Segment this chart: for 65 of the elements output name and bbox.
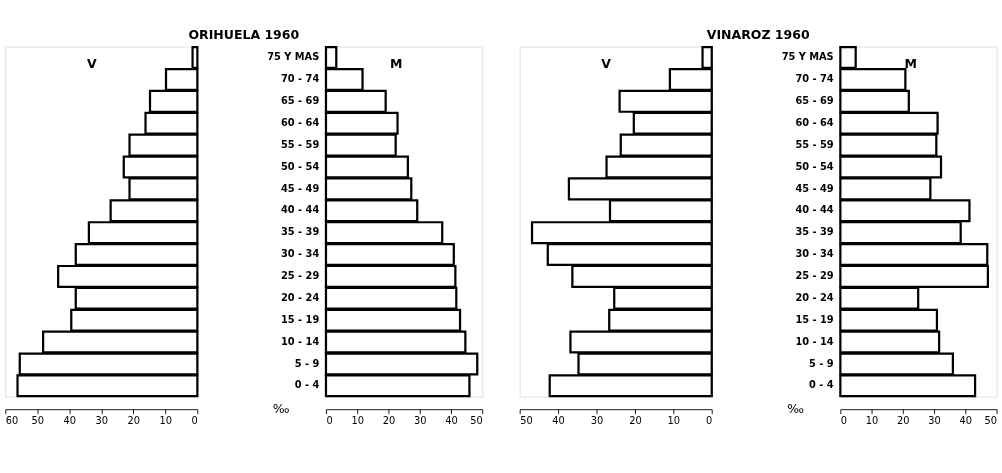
- y-tick-label: 10 - 14: [281, 335, 320, 347]
- y-tick-label: 50 - 54: [281, 160, 320, 172]
- y-tick-label: 0 - 4: [294, 379, 320, 391]
- y-tick-label: 75 Y MAS: [781, 51, 834, 63]
- y-tick-label: 35 - 39: [795, 226, 834, 238]
- x-tick-label: 30: [413, 414, 427, 426]
- text: V: [86, 56, 97, 72]
- y-tick-label: 25 - 29: [795, 270, 834, 282]
- x-tick-label: 50: [470, 414, 483, 426]
- y-tick-label: 25 - 29: [281, 270, 320, 282]
- x-tick-label: 40: [445, 414, 458, 426]
- x-tick-label: 40: [63, 414, 77, 426]
- x-tick-label: 30: [590, 414, 604, 426]
- y-tick-label: 65 - 69: [281, 95, 320, 107]
- text: V: [601, 56, 612, 72]
- text: M: [390, 56, 403, 72]
- x-tick-label: 0: [705, 414, 713, 426]
- x-tick-label: 50: [520, 414, 533, 426]
- y-tick-label: 0 - 4: [809, 379, 834, 391]
- y-tick-label: 15 - 19: [281, 313, 320, 325]
- x-tick-label: 50: [31, 414, 45, 426]
- y-tick-label: 10 - 14: [795, 335, 834, 347]
- x-tick-label: 10: [159, 414, 173, 426]
- y-tick-label: 5 - 9: [294, 357, 320, 369]
- x-tick-label: 20: [897, 414, 910, 426]
- x-tick-label: 20: [382, 414, 396, 426]
- y-tick-label: 20 - 24: [795, 291, 834, 303]
- x-tick-label: 40: [959, 414, 973, 426]
- x-tick-label: 0: [840, 414, 848, 426]
- y-tick-label: 75 Y MAS: [267, 51, 320, 63]
- x-tick-label: 30: [928, 414, 941, 426]
- y-tick-label: 20 - 24: [281, 291, 320, 303]
- y-tick-label: 60 - 64: [795, 116, 834, 128]
- y-tick-label: 30 - 34: [795, 248, 834, 260]
- y-tick-label: 70 - 74: [281, 73, 320, 85]
- x-tick-label: 30: [95, 414, 109, 426]
- x-tick-label: 10: [351, 414, 364, 426]
- text: ORIHUELA 1960: [188, 27, 300, 43]
- y-tick-label: 55 - 59: [281, 138, 320, 150]
- y-tick-label: 55 - 59: [795, 138, 834, 150]
- x-tick-label: 0: [191, 414, 198, 426]
- y-tick-label: 50 - 54: [795, 160, 834, 172]
- x-tick-label: 10: [865, 414, 879, 426]
- y-tick-label: 60 - 64: [281, 116, 320, 128]
- x-axis-title: ‰: [787, 401, 805, 417]
- y-tick-label: 5 - 9: [809, 357, 834, 369]
- x-tick-label: 20: [127, 414, 141, 426]
- y-tick-label: 45 - 49: [281, 182, 320, 194]
- y-tick-label: 15 - 19: [795, 313, 834, 325]
- x-tick-label: 0: [326, 414, 333, 426]
- y-tick-label: 35 - 39: [281, 226, 320, 238]
- x-axis-title: ‰: [272, 401, 290, 417]
- y-tick-label: 45 - 49: [795, 182, 834, 194]
- y-tick-label: 40 - 44: [795, 204, 834, 216]
- y-tick-label: 40 - 44: [281, 204, 320, 216]
- x-tick-label: 10: [667, 414, 681, 426]
- text: VINAROZ 1960: [706, 27, 810, 43]
- text: M: [904, 56, 917, 72]
- y-tick-label: 30 - 34: [281, 248, 320, 260]
- x-tick-label: 40: [552, 414, 565, 426]
- y-tick-label: 70 - 74: [795, 73, 834, 85]
- x-tick-label: 60: [5, 414, 19, 426]
- y-tick-label: 65 - 69: [795, 95, 834, 107]
- x-tick-label: 50: [984, 414, 998, 426]
- x-tick-label: 20: [629, 414, 642, 426]
